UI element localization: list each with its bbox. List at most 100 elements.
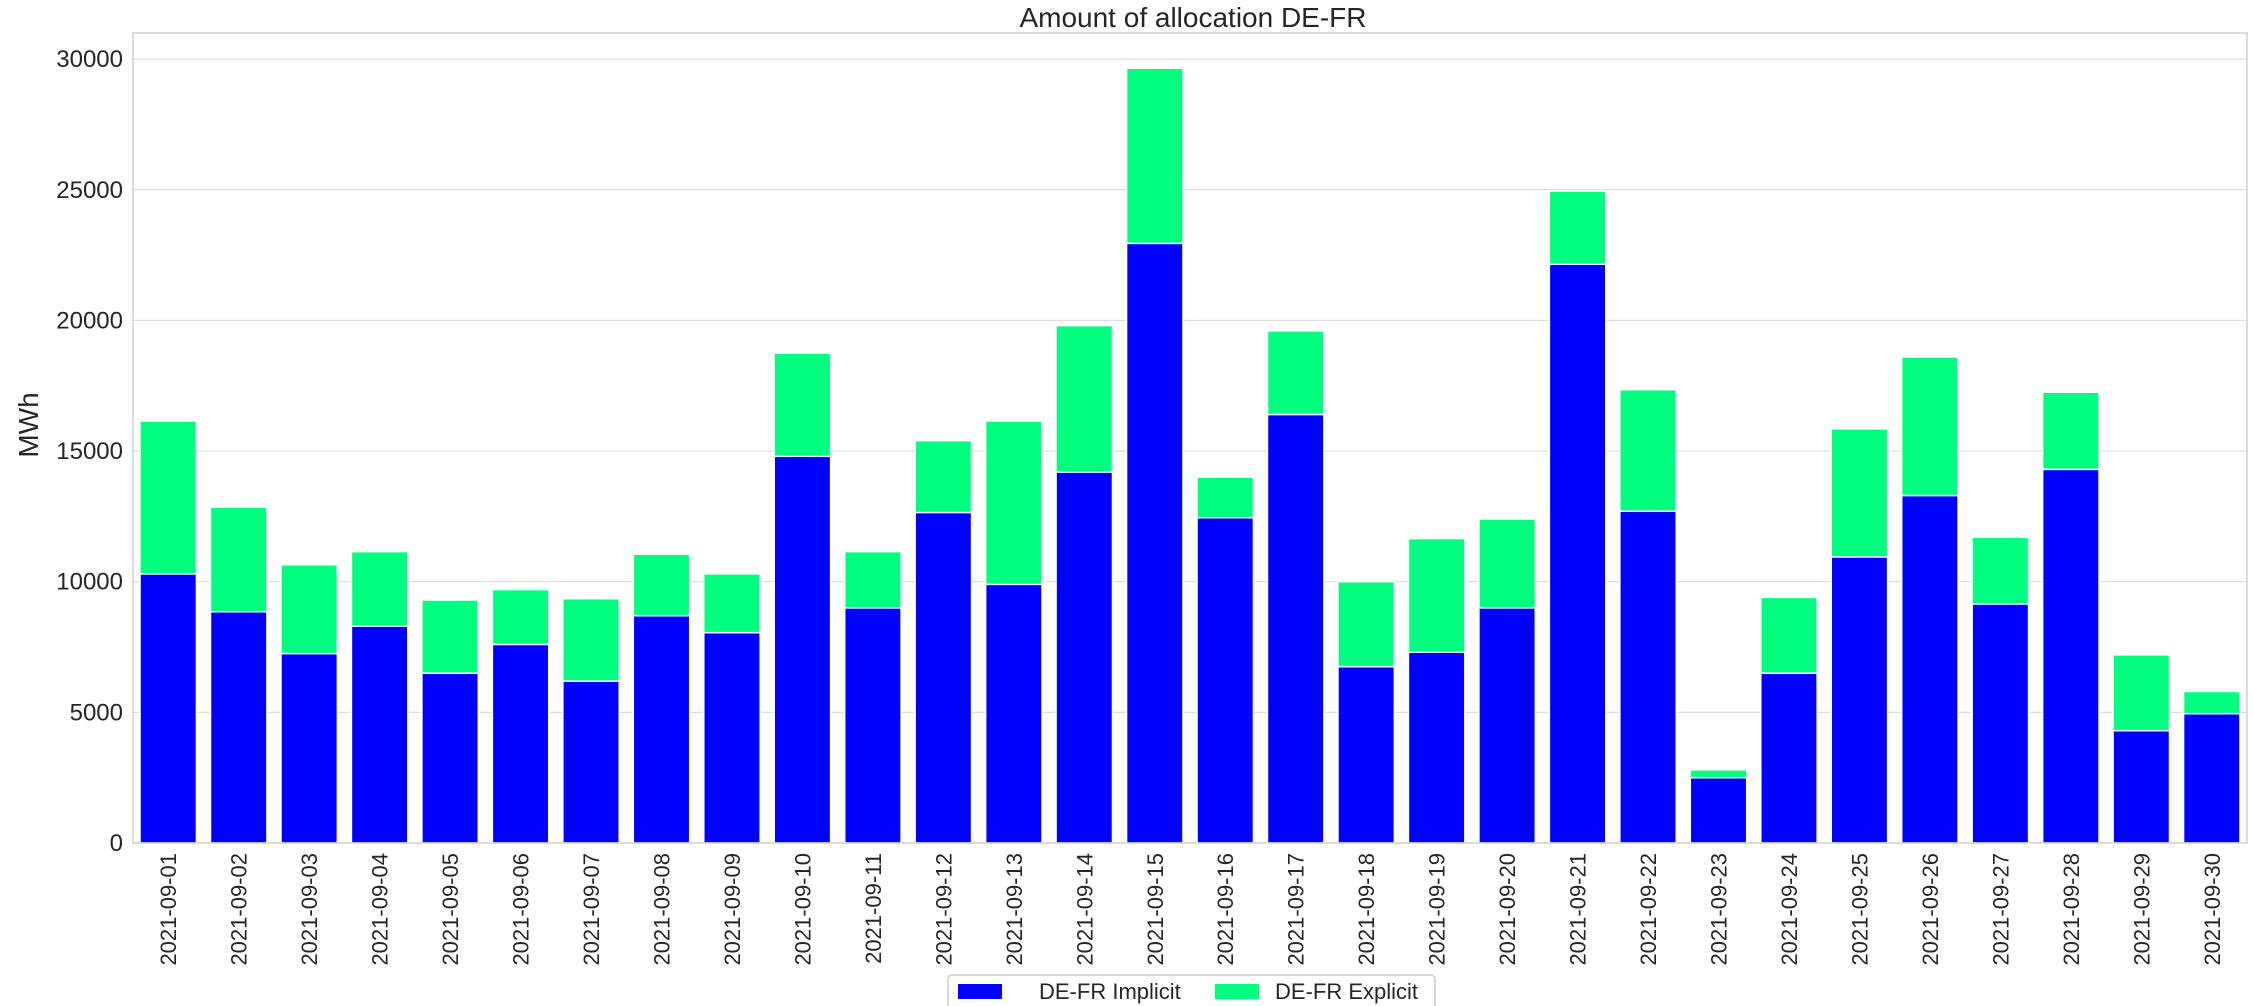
legend-swatch-explicit — [1215, 984, 1259, 999]
bar-implicit-2021-09-05 — [421, 672, 480, 844]
x-tick-label: 2021-09-25 — [1847, 853, 1872, 966]
bar-implicit-2021-09-24 — [1760, 672, 1818, 844]
x-tick-label: 2021-09-13 — [1002, 853, 1027, 966]
bar-explicit-2021-09-06 — [491, 588, 550, 646]
bar-explicit-2021-09-11 — [843, 550, 902, 609]
bar-explicit-2021-09-03 — [280, 563, 339, 655]
x-tick-label: 2021-09-07 — [579, 853, 604, 966]
legend-swatch-implicit — [958, 984, 1002, 999]
x-tick-label: 2021-09-11 — [861, 853, 886, 964]
bar-explicit-2021-09-04 — [350, 550, 409, 627]
bar-implicit-2021-09-07 — [562, 680, 620, 844]
bar-explicit-2021-09-18 — [1337, 580, 1396, 668]
bar-explicit-2021-09-02 — [209, 506, 268, 613]
bar-explicit-2021-09-24 — [1760, 596, 1818, 674]
bar-explicit-2021-09-08 — [632, 553, 691, 617]
x-tick-label: 2021-09-26 — [1918, 853, 1943, 966]
y-axis-ticks: 0 5000 10000 15000 20000 25000 30000 — [56, 46, 123, 857]
x-tick-label: 2021-09-30 — [2200, 853, 2225, 966]
x-tick-label: 2021-09-28 — [2059, 853, 2084, 966]
bar-implicit-2021-09-11 — [843, 607, 902, 844]
legend-label-implicit: DE-FR Implicit — [1039, 979, 1181, 1004]
bar-implicit-2021-09-30 — [2182, 712, 2241, 844]
gridlines — [133, 58, 2247, 713]
x-tick-label: 2021-09-10 — [790, 853, 815, 966]
legend: DE-FR Implicit DE-FR Explicit — [947, 974, 1436, 1006]
bar-implicit-2021-09-10 — [773, 455, 832, 844]
bar-implicit-2021-09-21 — [1548, 263, 1607, 844]
bar-explicit-2021-09-09 — [703, 573, 761, 634]
bar-implicit-2021-09-19 — [1407, 651, 1466, 844]
bar-explicit-2021-09-26 — [1900, 356, 1959, 497]
x-tick-label: 2021-09-27 — [1988, 853, 2013, 966]
bar-explicit-2021-09-22 — [1619, 388, 1677, 512]
x-axis-ticks: 2021-09-01 2021-09-02 2021-09-03 2021-09-04… — [156, 853, 2225, 966]
bar-explicit-2021-09-16 — [1196, 476, 1255, 519]
x-tick-label: 2021-09-03 — [297, 853, 322, 966]
x-tick-label: 2021-09-06 — [509, 853, 534, 966]
y-axis-label: MWh — [13, 392, 44, 457]
bar-explicit-2021-09-15 — [1125, 67, 1184, 245]
bar-explicit-2021-09-30 — [2182, 690, 2241, 715]
y-tick-label: 10000 — [56, 569, 123, 596]
bar-implicit-2021-09-20 — [1478, 607, 1537, 844]
y-tick-label: 5000 — [70, 699, 123, 726]
bar-explicit-2021-09-19 — [1407, 537, 1466, 654]
x-tick-label: 2021-09-05 — [438, 853, 463, 966]
bar-explicit-2021-09-01 — [139, 420, 198, 575]
bar-implicit-2021-09-26 — [1900, 494, 1959, 844]
x-tick-label: 2021-09-29 — [2129, 853, 2154, 966]
bar-implicit-2021-09-15 — [1125, 242, 1184, 844]
x-tick-label: 2021-09-15 — [1143, 853, 1168, 966]
plot-frame — [132, 32, 2248, 844]
bar-implicit-2021-09-02 — [209, 611, 268, 844]
legend-box — [947, 974, 1436, 1006]
bar-implicit-2021-09-13 — [984, 583, 1043, 844]
bar-implicit-2021-09-03 — [280, 652, 339, 844]
bar-implicit-2021-09-22 — [1619, 510, 1677, 844]
y-tick-label: 0 — [110, 830, 123, 857]
bar-implicit-2021-09-17 — [1266, 413, 1325, 844]
bar-explicit-2021-09-23 — [1689, 769, 1748, 779]
bar-implicit-2021-09-28 — [2041, 468, 2100, 844]
x-tick-label: 2021-09-23 — [1707, 853, 1732, 966]
y-tick-label: 30000 — [56, 46, 123, 73]
bar-explicit-2021-09-17 — [1266, 330, 1325, 416]
x-tick-label: 2021-09-20 — [1495, 853, 1520, 966]
bar-implicit-2021-09-01 — [139, 573, 198, 844]
x-tick-label: 2021-09-19 — [1425, 853, 1450, 966]
x-tick-label: 2021-09-24 — [1777, 853, 1802, 966]
bar-explicit-2021-09-07 — [562, 597, 620, 682]
bar-explicit-2021-09-14 — [1055, 324, 1114, 473]
bars — [139, 67, 2241, 844]
x-tick-label: 2021-09-12 — [931, 853, 956, 966]
x-tick-label: 2021-09-18 — [1354, 853, 1379, 966]
bar-explicit-2021-09-13 — [984, 420, 1043, 586]
bar-explicit-2021-09-29 — [2112, 654, 2171, 732]
bar-explicit-2021-09-10 — [773, 352, 832, 458]
bar-implicit-2021-09-23 — [1689, 776, 1748, 844]
x-tick-label: 2021-09-21 — [1566, 853, 1591, 966]
bar-implicit-2021-09-09 — [703, 631, 761, 844]
bar-implicit-2021-09-18 — [1337, 665, 1396, 844]
bar-implicit-2021-09-04 — [350, 625, 409, 844]
bar-implicit-2021-09-12 — [914, 511, 973, 844]
bar-implicit-2021-09-06 — [491, 643, 550, 844]
bar-explicit-2021-09-20 — [1478, 518, 1537, 609]
bar-implicit-2021-09-08 — [632, 614, 691, 844]
legend-label-explicit: DE-FR Explicit — [1275, 979, 1418, 1004]
x-tick-label: 2021-09-01 — [156, 853, 181, 966]
y-tick-label: 25000 — [56, 177, 123, 204]
bar-explicit-2021-09-25 — [1830, 428, 1889, 558]
x-tick-label: 2021-09-17 — [1284, 853, 1309, 966]
x-tick-label: 2021-09-14 — [1072, 853, 1097, 966]
bar-implicit-2021-09-29 — [2112, 729, 2171, 844]
x-tick-label: 2021-09-22 — [1636, 853, 1661, 966]
bar-implicit-2021-09-14 — [1055, 471, 1114, 844]
x-tick-label: 2021-09-09 — [720, 853, 745, 966]
x-tick-label: 2021-09-02 — [227, 853, 252, 966]
bar-explicit-2021-09-27 — [1971, 536, 2030, 605]
bar-explicit-2021-09-28 — [2041, 391, 2100, 471]
y-tick-label: 20000 — [56, 307, 123, 334]
